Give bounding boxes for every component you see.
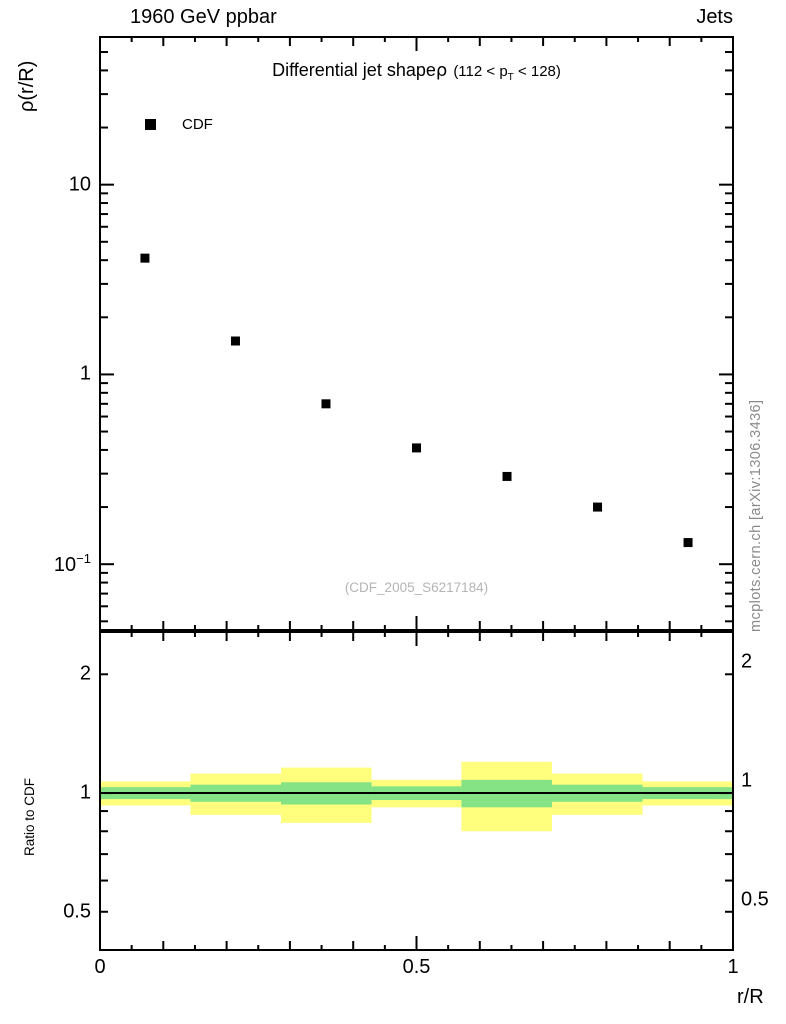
legend: CDF <box>145 116 213 133</box>
ratio-y-tick-label-left: 0.5 <box>63 900 91 923</box>
header-process: Jets <box>696 6 733 28</box>
ratio-y-tick-label-right: 2 <box>741 650 753 673</box>
x-tick-label: 1 <box>727 956 739 978</box>
x-axis-title: r/R <box>737 986 764 1008</box>
ratio-y-tick-label-right: 1 <box>741 769 753 792</box>
watermark-arxiv: mcplots.cern.ch [arXiv:1306.3436] <box>748 399 764 632</box>
data-point-marker <box>502 471 512 481</box>
legend-marker-square <box>145 119 156 130</box>
main-y-tick-label: 10 <box>68 173 91 196</box>
x-tick-label: 0 <box>94 956 106 978</box>
ratio-y-tick-label-right: 0.5 <box>741 888 769 911</box>
ratio-y-tick-label-left: 1 <box>79 781 91 804</box>
header-beam-energy: 1960 GeV ppbar <box>130 6 277 28</box>
plot-title-main: Differential jet shape <box>272 60 436 80</box>
main-y-tick-label: 10−1 <box>53 551 91 577</box>
x-tick-label: 0.5 <box>402 956 431 978</box>
analysis-reference-label: (CDF_2005_S6217184) <box>344 580 489 595</box>
data-point-marker <box>230 336 240 346</box>
data-point-marker <box>140 253 150 263</box>
data-point-marker <box>683 538 693 548</box>
main-y-axis-title: ρ(r/R) <box>16 60 38 112</box>
data-point-marker <box>321 399 331 409</box>
legend-label: CDF <box>182 116 213 133</box>
plot-title: Differential jet shapeρ (112 < pT < 128) <box>100 60 733 83</box>
ratio-y-tick-label-left: 2 <box>79 662 91 685</box>
ratio-y-axis-title: Ratio to CDF <box>22 777 37 856</box>
data-point-marker <box>412 443 421 453</box>
plot-title-cut: (112 < pT < 128) <box>453 63 561 83</box>
plot-title-rho: ρ <box>435 60 448 81</box>
main-y-tick-label: 1 <box>79 362 91 385</box>
data-point-marker <box>593 502 603 512</box>
